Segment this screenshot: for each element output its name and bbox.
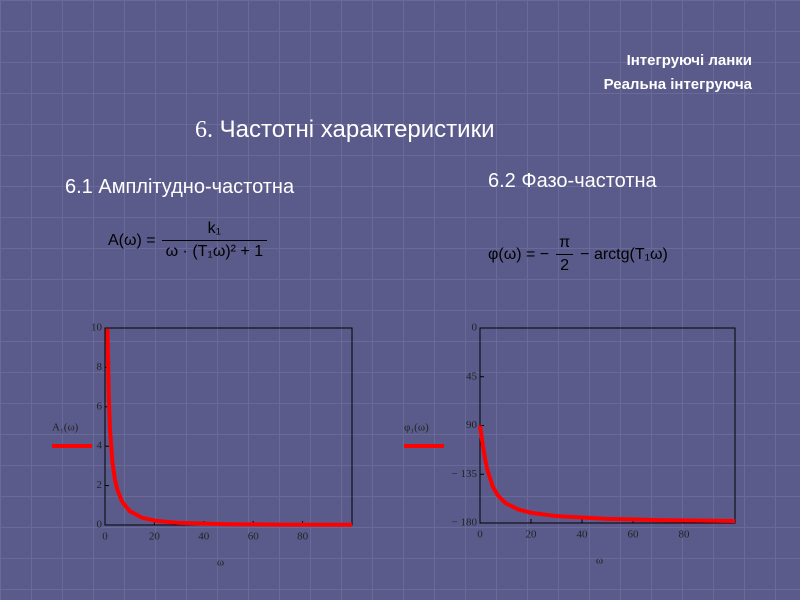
x-tick-label: 40 — [577, 529, 589, 541]
x-tick-label: 0 — [102, 531, 108, 543]
y-tick-label: 10 — [91, 322, 103, 334]
x-axis-label: ω — [596, 555, 603, 567]
y-tick-label: 45 — [466, 370, 478, 382]
y-tick-label: 6 — [97, 400, 103, 412]
x-tick-label: 40 — [198, 531, 210, 543]
section-title: 6.1 Амплітудно-частотна — [65, 176, 295, 198]
denominator: ω · (T₁ω)² + 1 — [161, 240, 268, 261]
x-tick-label: 20 — [526, 529, 538, 541]
y-tick-label: 2 — [97, 479, 103, 491]
x-axis-label: ω — [217, 557, 224, 569]
data-line — [478, 425, 736, 523]
legend-label: φ₁(ω) — [404, 422, 429, 434]
y-tick-label: 90 — [466, 419, 478, 431]
section-title: 6.2 Фазо-частотна — [488, 170, 657, 192]
formula-rhs: − arctg(T₁ω) — [580, 245, 668, 263]
x-tick-label: 20 — [149, 531, 161, 543]
y-tick-label: − 180 — [452, 517, 478, 529]
x-tick-label: 60 — [248, 531, 260, 543]
y-tick-label: 0 — [97, 519, 103, 531]
formula: A(ω) = k₁ ω · (T₁ω)² + 1 — [108, 220, 273, 261]
formula-lhs: φ(ω) = − — [488, 245, 550, 263]
data-line — [105, 328, 353, 527]
denominator: 2 — [556, 254, 574, 275]
numerator: π — [559, 234, 571, 251]
x-tick-label: 60 — [628, 529, 640, 541]
slide-title: 6. Частотні характеристики — [195, 116, 494, 144]
numerator: k₁ — [207, 220, 222, 237]
plot-frame — [104, 327, 353, 526]
formula: φ(ω) = − π 2 − arctg(T₁ω) — [488, 234, 668, 275]
x-tick-label: 80 — [679, 529, 691, 541]
plot-frame — [479, 327, 736, 524]
y-tick-label: 0 — [472, 322, 478, 334]
x-tick-label: 0 — [477, 529, 483, 541]
formula-lhs: A(ω) = — [108, 231, 156, 249]
legend-label: A₁(ω) — [52, 422, 79, 434]
header-line: Інтегруючі ланки — [626, 52, 752, 69]
y-tick-label: 8 — [97, 361, 103, 373]
y-tick-label: − 135 — [452, 468, 478, 480]
y-tick-label: 4 — [97, 440, 103, 452]
title-number: 6. — [195, 117, 213, 143]
x-tick-label: 80 — [297, 531, 309, 543]
header-line: Реальна інтегруюча — [603, 76, 752, 93]
title-text: Частотні характеристики — [219, 116, 495, 143]
